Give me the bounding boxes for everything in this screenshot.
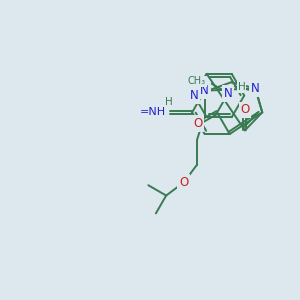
Text: H: H bbox=[165, 97, 172, 107]
Text: O: O bbox=[240, 103, 250, 116]
Text: N: N bbox=[251, 82, 260, 95]
Text: O: O bbox=[194, 117, 202, 130]
Text: O: O bbox=[179, 176, 188, 189]
Text: N: N bbox=[224, 87, 233, 100]
Text: N: N bbox=[190, 89, 199, 102]
Text: H: H bbox=[238, 82, 245, 92]
Text: =NH: =NH bbox=[140, 107, 166, 117]
Text: CH₃: CH₃ bbox=[188, 76, 206, 86]
Text: N: N bbox=[200, 84, 209, 97]
